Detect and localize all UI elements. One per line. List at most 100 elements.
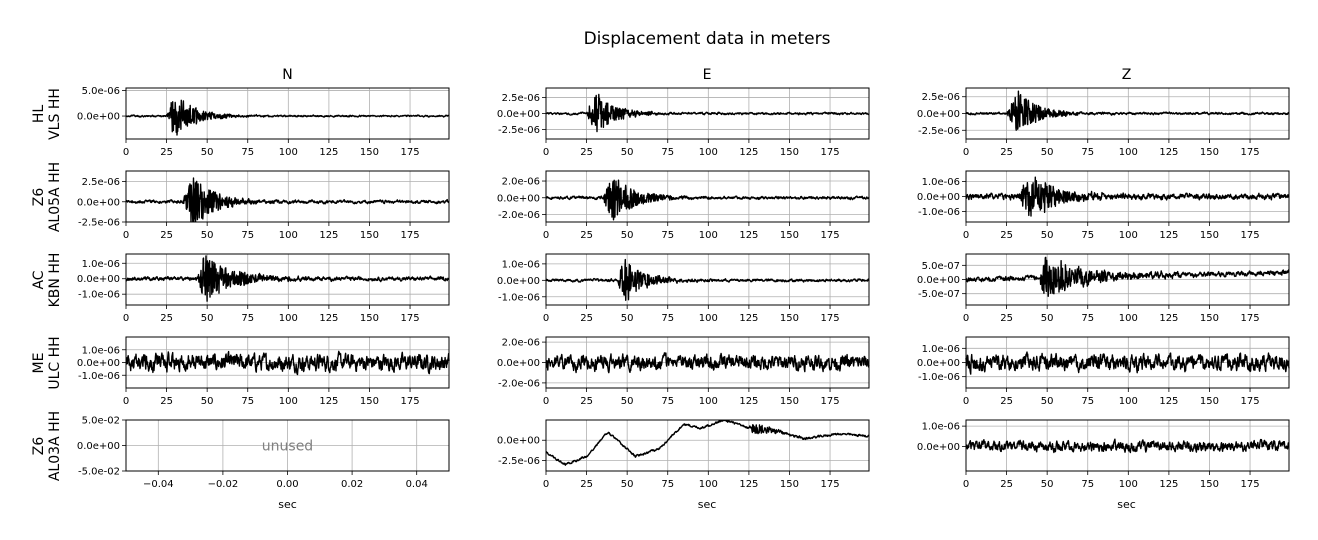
x-tick-label: 150 [1200,396,1219,407]
x-tick-label: 25 [580,147,593,158]
x-tick-label: 125 [739,230,758,241]
x-tick-label: 175 [400,396,419,407]
row-label-network: HL [31,105,47,124]
subplot-n-2: 0 25 50 75 100 125 150 175 -1.0e-06 0.0e+00 1.0e-0… [77,253,450,324]
x-tick-label: 25 [160,396,173,407]
series-line [965,90,1290,131]
x-tick-label: 100 [279,230,298,241]
subplot-e-2: 0 25 50 75 100 125 150 175 -1.0e-06 0.0e+00 1.0e-0… [497,253,870,324]
x-tick-label: 150 [780,230,799,241]
y-tick-label: 2.0e-06 [502,338,540,349]
x-tick-label: 75 [661,230,674,241]
y-tick-label: -2.5e-06 [498,456,540,467]
x-tick-label: 150 [1200,313,1219,324]
x-tick-label: 75 [1081,479,1094,490]
y-tick-label: 0.0e+00 [77,197,120,208]
x-tick-label: 100 [1119,147,1138,158]
y-tick-label: 0.0e+00 [77,274,120,285]
row-label-station: AL05A HH [47,162,63,232]
x-tick-label: 150 [780,313,799,324]
plot-frame [545,170,870,223]
series-line [125,177,450,223]
x-tick-label: 50 [621,230,634,241]
subplot-e-1: 0 25 50 75 100 125 150 175 -2.0e-06 0.0e+00 2.0e-0… [497,170,870,241]
x-tick-label: 25 [160,313,173,324]
x-tick-label: 150 [360,396,379,407]
subplot-n-3: 0 25 50 75 100 125 150 175 -1.0e-06 0.0e+00 1.0e-0… [77,336,450,407]
x-tick-label: 150 [360,230,379,241]
plot-frame [125,87,450,140]
x-tick-label: 50 [621,313,634,324]
subplot-z-3: 0 25 50 75 100 125 150 175 -1.0e-06 0.0e+00 1.0e-0… [917,336,1290,407]
x-tick-label: 75 [1081,147,1094,158]
row-label-station: KBN HH [47,253,63,308]
x-tick-label: 75 [661,147,674,158]
y-tick-label: 1.0e-06 [922,177,960,188]
plot-frame [125,170,450,223]
x-tick-label: 75 [241,396,254,407]
x-tick-label: 150 [780,396,799,407]
x-tick-label: 75 [1081,230,1094,241]
y-tick-label: -1.0e-06 [78,290,120,301]
x-tick-label: 0 [543,147,549,158]
x-tick-label: 175 [820,147,839,158]
y-tick-label: 0.0e+00 [497,193,540,204]
x-tick-label: 175 [1240,230,1259,241]
x-tick-label: 25 [160,230,173,241]
x-tick-label: 150 [780,147,799,158]
row-label-0: HL VLS HH [31,88,63,140]
x-axis-label-z: sec [1117,498,1136,511]
x-tick-label: 0 [963,230,969,241]
y-tick-label: 5.0e-06 [82,86,120,97]
x-tick-label: 175 [820,230,839,241]
x-tick-label: 0 [963,479,969,490]
x-tick-label: 100 [699,313,718,324]
y-tick-label: 0.0e+00 [77,112,120,123]
x-tick-label: 75 [1081,396,1094,407]
x-tick-label: 0 [123,313,129,324]
series-line [965,351,1290,375]
x-tick-label: 125 [739,147,758,158]
series-line [125,99,450,136]
series-line [545,179,870,221]
row-label-1: Z6 AL05A HH [31,162,63,232]
series-line [965,438,1290,454]
subplot-z-4: 0 25 50 75 100 125 150 175 0.0e+00 1.0e-06 [917,419,1290,490]
x-tick-label: 100 [279,396,298,407]
subplot-n-1: 0 25 50 75 100 125 150 175 -2.5e-06 0.0e+00 2.5e-0… [77,170,450,241]
plot-frame [125,253,450,306]
x-tick-label: 50 [1041,230,1054,241]
x-tick-label: 100 [699,147,718,158]
series-line [545,93,870,133]
y-tick-label: -2.5e-06 [498,125,540,136]
y-tick-label: -1.0e-06 [78,371,120,382]
x-tick-label: 0.04 [406,479,428,490]
x-tick-label: 0.00 [276,479,298,490]
x-tick-label: 50 [201,396,214,407]
x-tick-label: 0 [543,396,549,407]
x-tick-label: 150 [1200,230,1219,241]
x-tick-label: 75 [661,396,674,407]
y-tick-label: 0.0e+00 [77,358,120,369]
series-line [965,256,1290,297]
x-tick-label: 175 [1240,479,1259,490]
x-tick-label: 100 [279,313,298,324]
y-tick-label: 1.0e-06 [82,259,120,270]
x-tick-label: 150 [360,147,379,158]
x-tick-label: 100 [699,479,718,490]
x-tick-label: 125 [739,313,758,324]
x-tick-label: 0 [543,313,549,324]
row-label-network: Z6 [31,188,47,207]
x-tick-label: 150 [1200,479,1219,490]
x-tick-label: 25 [580,479,593,490]
x-tick-label: 0 [123,230,129,241]
x-tick-label: 25 [160,147,173,158]
y-tick-label: 5.0e-07 [922,261,960,272]
x-tick-label: 25 [1000,230,1013,241]
x-tick-label: 0.02 [341,479,363,490]
y-tick-label: -1.0e-06 [918,372,960,383]
x-tick-label: 0 [963,396,969,407]
x-tick-label: 125 [319,313,338,324]
x-tick-label: 25 [1000,313,1013,324]
